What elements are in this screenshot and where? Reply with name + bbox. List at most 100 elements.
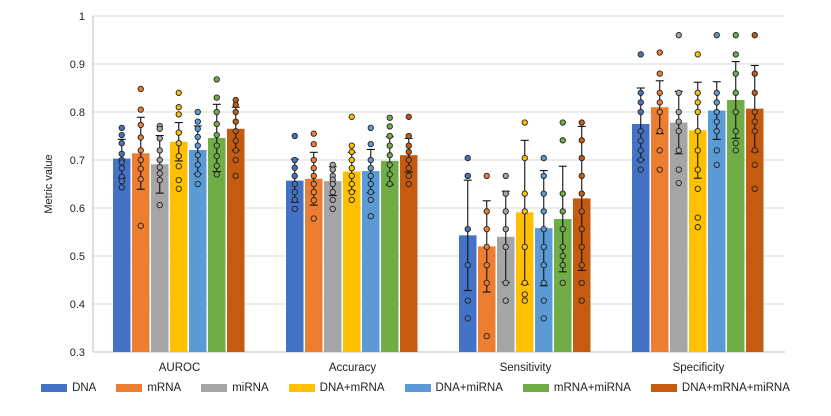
data-point xyxy=(483,333,490,340)
data-point xyxy=(578,172,585,179)
data-point xyxy=(656,147,663,154)
data-point xyxy=(521,243,528,251)
data-point xyxy=(483,243,490,251)
data-point xyxy=(713,147,720,154)
data-point xyxy=(291,164,298,171)
data-point xyxy=(213,76,220,83)
data-point xyxy=(137,134,144,141)
data-point xyxy=(637,137,644,144)
bar xyxy=(208,137,226,352)
data-point xyxy=(656,99,663,106)
data-point xyxy=(386,142,393,149)
data-point xyxy=(367,165,374,172)
legend-label: DNA+mRNA+miRNA xyxy=(681,382,790,394)
legend-swatch xyxy=(522,384,549,392)
bar xyxy=(400,155,418,352)
data-point xyxy=(348,156,355,164)
data-point xyxy=(310,130,317,137)
data-point xyxy=(137,176,144,183)
data-point xyxy=(578,243,585,251)
data-point xyxy=(386,123,393,130)
data-point xyxy=(540,154,547,162)
data-point xyxy=(540,190,547,197)
data-point xyxy=(213,171,220,178)
data-point xyxy=(405,165,412,172)
data-point xyxy=(521,291,528,298)
data-point xyxy=(732,89,739,96)
data-point xyxy=(118,140,125,147)
data-point xyxy=(502,190,509,197)
data-point xyxy=(175,111,182,118)
data-point xyxy=(137,147,144,154)
data-point xyxy=(751,128,758,135)
data-point xyxy=(521,208,528,215)
legend-item: DNA+miRNA xyxy=(404,382,503,394)
data-point xyxy=(675,89,682,96)
data-point xyxy=(175,185,182,192)
x-axis-categories: AUROC Accuracy Sensitivity Specificity xyxy=(159,362,725,374)
data-point xyxy=(732,128,739,135)
legend-swatch xyxy=(41,384,68,392)
legend: DNA mRNA miRNA DNA+mRNA DNA+miRNA mRNA+miRNA D… xyxy=(0,378,831,398)
data-point xyxy=(175,153,182,160)
data-point xyxy=(694,128,701,135)
data-point xyxy=(713,108,720,116)
y-tick-label: 1 xyxy=(79,11,85,23)
data-point xyxy=(578,225,585,233)
data-point xyxy=(637,147,644,154)
data-point xyxy=(232,156,239,164)
data-point xyxy=(675,166,682,173)
legend-label: miRNA xyxy=(232,382,269,394)
data-point xyxy=(348,142,355,149)
data-point xyxy=(464,261,471,269)
data-point xyxy=(464,225,471,233)
bar xyxy=(727,100,745,352)
data-point xyxy=(118,177,125,185)
data-point xyxy=(156,164,163,171)
data-point xyxy=(694,224,701,231)
data-point xyxy=(637,51,644,58)
data-point xyxy=(291,132,298,140)
data-point xyxy=(194,152,201,159)
data-point xyxy=(232,108,239,116)
data-point xyxy=(232,137,239,144)
data-point xyxy=(291,156,298,164)
data-point xyxy=(656,166,663,173)
x-category-label: Sensitivity xyxy=(500,362,552,374)
data-point xyxy=(540,243,547,251)
data-point xyxy=(578,297,585,304)
data-point xyxy=(578,154,585,162)
data-point xyxy=(675,147,682,154)
data-point xyxy=(310,165,317,172)
data-point xyxy=(156,170,163,177)
legend-label: DNA+mRNA xyxy=(319,382,385,394)
data-point xyxy=(502,297,509,304)
data-point xyxy=(291,189,298,196)
data-point xyxy=(194,118,201,125)
data-point xyxy=(232,101,239,108)
data-point xyxy=(156,125,163,132)
data-point xyxy=(348,148,355,155)
x-category-label: Specificity xyxy=(673,362,725,374)
data-point xyxy=(483,172,490,179)
data-point xyxy=(118,131,125,139)
y-tick-label: 0.5 xyxy=(70,251,85,263)
data-point xyxy=(175,129,182,136)
data-point xyxy=(367,124,374,131)
y-tick-label: 0.7 xyxy=(70,155,85,167)
data-point xyxy=(348,165,355,172)
data-point xyxy=(310,215,317,222)
y-tick-label: 0.8 xyxy=(70,107,85,119)
data-point xyxy=(310,141,317,148)
bar xyxy=(497,236,515,352)
data-point xyxy=(540,261,547,269)
x-category-label: AUROC xyxy=(159,362,201,374)
data-point xyxy=(578,137,585,144)
data-point xyxy=(367,189,374,196)
data-point xyxy=(118,165,125,172)
data-point xyxy=(483,279,490,287)
data-point xyxy=(213,131,220,139)
data-point xyxy=(751,147,758,154)
data-point xyxy=(732,51,739,58)
legend-swatch xyxy=(288,384,315,392)
